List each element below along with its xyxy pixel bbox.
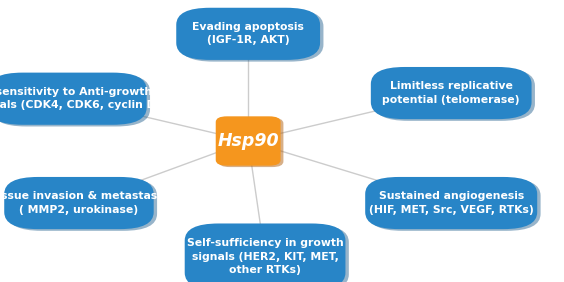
FancyBboxPatch shape: [369, 179, 540, 231]
FancyBboxPatch shape: [176, 8, 320, 60]
FancyBboxPatch shape: [0, 74, 150, 126]
FancyBboxPatch shape: [374, 69, 535, 121]
FancyBboxPatch shape: [0, 73, 147, 125]
Text: Self-sufficiency in growth
signals (HER2, KIT, MET,
other RTKs): Self-sufficiency in growth signals (HER2…: [187, 238, 343, 275]
FancyBboxPatch shape: [371, 67, 532, 119]
Text: Evading apoptosis
(IGF-1R, AKT): Evading apoptosis (IGF-1R, AKT): [192, 22, 304, 45]
FancyBboxPatch shape: [5, 177, 153, 229]
FancyBboxPatch shape: [188, 225, 349, 282]
FancyBboxPatch shape: [185, 223, 345, 282]
FancyBboxPatch shape: [179, 10, 324, 62]
Text: Tissue invasion & metastasis
( MMP2, urokinase): Tissue invasion & metastasis ( MMP2, uro…: [0, 191, 168, 215]
FancyBboxPatch shape: [8, 179, 157, 231]
Text: Hsp90: Hsp90: [217, 132, 279, 150]
FancyBboxPatch shape: [215, 116, 280, 166]
FancyBboxPatch shape: [219, 118, 284, 167]
Text: Limitless replicative
potential (telomerase): Limitless replicative potential (telomer…: [382, 81, 520, 105]
Text: Sustained angiogenesis
(HIF, MET, Src, VEGF, RTKs): Sustained angiogenesis (HIF, MET, Src, V…: [369, 191, 534, 215]
FancyBboxPatch shape: [365, 177, 537, 229]
Text: Insensitivity to Anti-growth
signals (CDK4, CDK6, cyclin D): Insensitivity to Anti-growth signals (CD…: [0, 87, 161, 110]
